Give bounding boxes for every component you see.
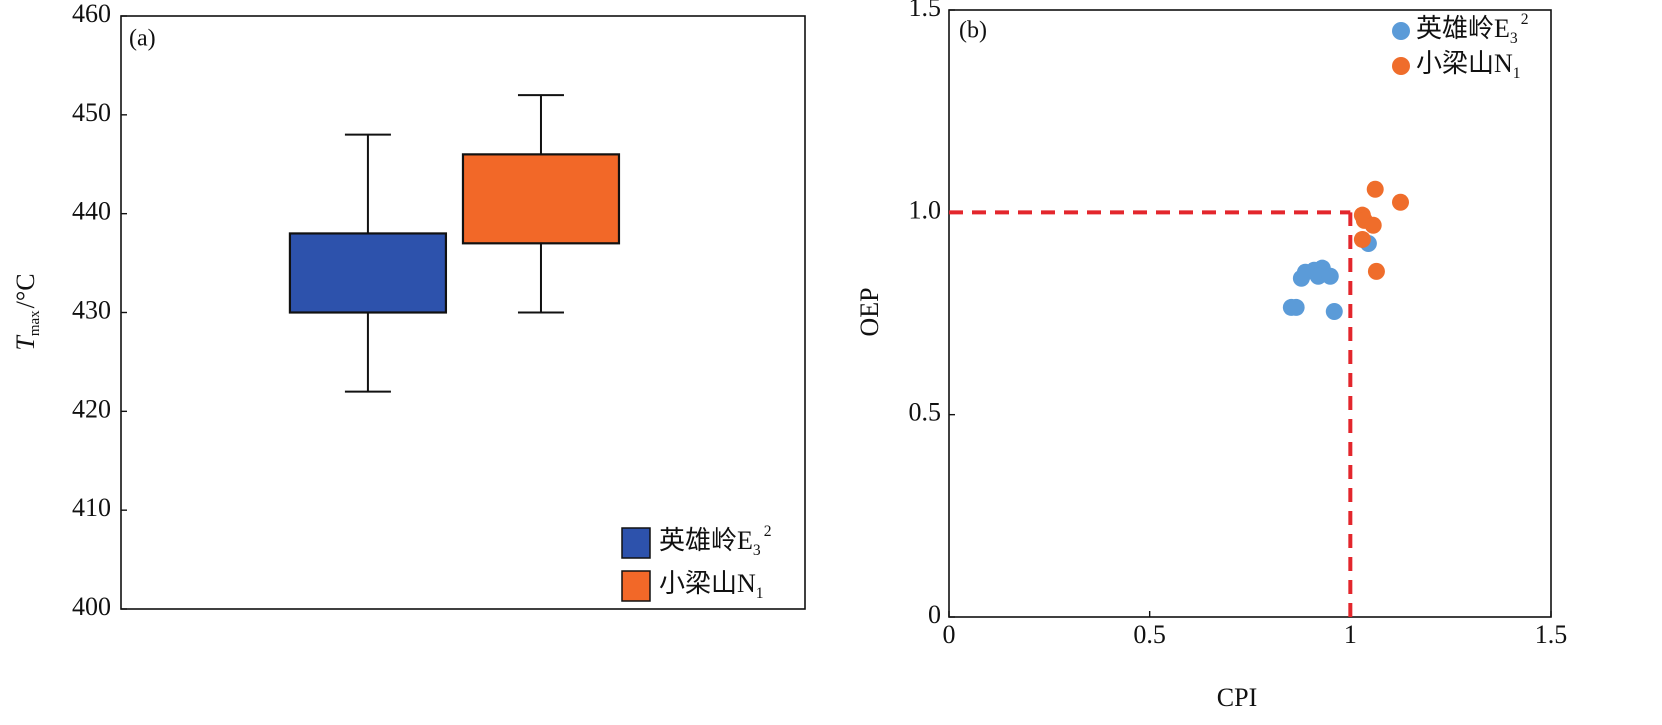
x-tick-label: 1.5 xyxy=(1535,620,1568,649)
legend-subscript: 3 xyxy=(1510,30,1518,47)
y-tick-label: 1.0 xyxy=(909,195,942,224)
y-axis-label-sub: max xyxy=(27,310,43,336)
scatter-point xyxy=(1353,230,1371,248)
y-axis-label-unit: /°C xyxy=(11,273,40,308)
legend-label: 小梁山N1 xyxy=(1416,49,1521,82)
legend-subscript: 1 xyxy=(1513,65,1521,82)
box xyxy=(288,232,448,314)
legend-superscript: 2 xyxy=(1521,11,1529,28)
scatter-point xyxy=(1392,193,1409,211)
legend-name: 英雄岭E xyxy=(1416,14,1510,43)
x-tick-label: 0 xyxy=(943,620,956,649)
y-axis-label-main: T xyxy=(11,335,40,351)
legend-name: 小梁山N xyxy=(1416,49,1513,78)
legend-marker xyxy=(1392,57,1410,75)
legend-swatch xyxy=(621,527,651,559)
scatter-point xyxy=(1366,180,1384,198)
plot-frame xyxy=(948,9,1552,618)
scatter-point xyxy=(1364,216,1382,234)
legend-label: 英雄岭E32 xyxy=(1416,11,1528,47)
y-tick-label: 440 xyxy=(72,197,111,226)
plot-frame xyxy=(120,15,806,610)
legend-name: 小梁山N xyxy=(659,569,756,598)
scatter-point xyxy=(1287,298,1305,316)
legend-superscript: 2 xyxy=(764,523,772,540)
x-axis-label: CPI xyxy=(1217,683,1257,712)
y-tick-label: 0.5 xyxy=(909,398,942,427)
legend-subscript: 1 xyxy=(756,585,764,602)
scatter-point xyxy=(1309,267,1327,285)
scatter-point xyxy=(1367,262,1385,280)
legend-label: 小梁山N1 xyxy=(659,569,764,602)
y-tick-label: 410 xyxy=(72,493,111,522)
box xyxy=(461,153,621,245)
y-tick-label: 420 xyxy=(72,394,111,423)
legend-name: 英雄岭E xyxy=(659,526,753,555)
y-axis-label: OEP xyxy=(855,287,884,336)
y-axis-label: Tmax /°C xyxy=(11,273,43,350)
panel-label: (b) xyxy=(959,18,987,44)
legend-subscript: 3 xyxy=(753,542,761,559)
y-tick-label: 400 xyxy=(72,592,111,621)
scatter-point xyxy=(1321,267,1339,285)
x-tick-label: 0.5 xyxy=(1133,620,1166,649)
y-tick-label: 460 xyxy=(72,0,111,28)
y-tick-label: 450 xyxy=(72,98,111,127)
x-tick-label: 1 xyxy=(1344,620,1357,649)
legend-marker xyxy=(1392,22,1410,40)
scatter-point xyxy=(1325,302,1343,320)
y-tick-label: 1.5 xyxy=(909,0,942,22)
legend-label: 英雄岭E32 xyxy=(659,523,771,559)
panel-label: (a) xyxy=(129,26,156,52)
y-tick-label: 0 xyxy=(928,600,941,629)
legend-swatch xyxy=(621,570,651,602)
y-tick-label: 430 xyxy=(72,295,111,324)
